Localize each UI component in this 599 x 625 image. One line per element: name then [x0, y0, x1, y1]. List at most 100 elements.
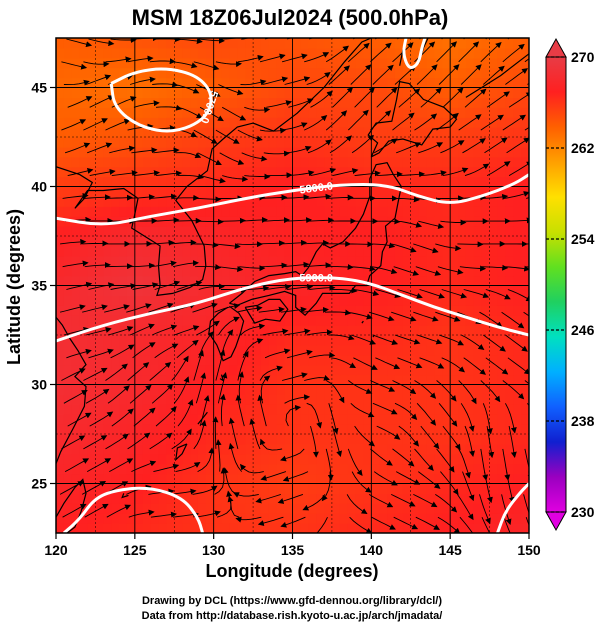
field-cell	[79, 226, 89, 237]
field-cell	[213, 483, 223, 494]
field-cell	[371, 394, 380, 405]
colorbar-tick-label: 230	[571, 504, 595, 520]
wind-arrow	[283, 261, 310, 268]
field-cell	[442, 483, 451, 494]
field-cell	[521, 315, 529, 326]
field-cell	[182, 47, 191, 59]
wind-arrow	[260, 375, 271, 404]
field-cell	[292, 127, 301, 138]
field-cell	[221, 315, 231, 326]
field-cell	[402, 137, 412, 148]
field-cell	[79, 186, 89, 197]
field-cell	[71, 265, 81, 277]
field-cell	[95, 216, 104, 227]
field-cell	[331, 255, 341, 267]
wind-arrow	[396, 220, 423, 228]
wind-arrow	[155, 170, 183, 177]
field-cell	[174, 315, 183, 326]
field-cell	[174, 236, 183, 247]
field-cell	[126, 38, 136, 49]
field-cell	[276, 196, 286, 207]
field-cell	[134, 196, 144, 207]
field-cell	[347, 255, 357, 267]
field-cell	[166, 77, 175, 89]
field-cell	[134, 38, 144, 49]
coastline	[121, 493, 129, 499]
wind-arrow	[391, 493, 416, 507]
field-cell	[521, 285, 529, 296]
field-cell	[308, 404, 317, 415]
field-cell	[150, 443, 160, 455]
wind-arrow	[436, 41, 458, 63]
field-cell	[229, 107, 238, 118]
field-cell	[347, 265, 357, 277]
field-cell	[363, 404, 372, 415]
field-cell	[142, 57, 152, 69]
field-cell	[292, 275, 301, 287]
field-cell	[465, 127, 475, 138]
field-cell	[56, 265, 65, 277]
field-cell	[245, 117, 254, 128]
field-cell	[387, 354, 396, 366]
field-cell	[387, 503, 396, 514]
wind-arrow	[177, 399, 194, 427]
field-cell	[174, 47, 183, 59]
wind-arrow	[263, 217, 290, 224]
field-cell	[221, 483, 231, 494]
field-cell	[126, 77, 136, 89]
wind-arrow	[502, 448, 511, 481]
field-cell	[79, 424, 89, 435]
field-cell	[71, 354, 81, 366]
field-cell	[316, 245, 325, 257]
field-cell	[229, 473, 238, 485]
field-cell	[134, 364, 144, 376]
field-cell	[450, 295, 459, 306]
field-cell	[339, 156, 349, 168]
field-cell	[331, 265, 341, 277]
field-cell	[292, 335, 301, 346]
field-cell	[465, 503, 475, 514]
field-cell	[402, 374, 412, 386]
field-cell	[473, 344, 483, 356]
field-cell	[418, 265, 428, 277]
field-cell	[473, 206, 483, 217]
field-cell	[87, 47, 97, 59]
field-cell	[300, 186, 309, 197]
field-cell	[260, 483, 270, 494]
field-cell	[465, 374, 475, 386]
field-cell	[402, 315, 412, 326]
field-cell	[347, 424, 357, 435]
field-cell	[473, 38, 483, 49]
field-cell	[308, 483, 317, 494]
field-cell	[442, 127, 451, 138]
field-cell	[316, 295, 325, 306]
field-cell	[63, 67, 73, 79]
field-cell	[79, 127, 89, 138]
field-cell	[458, 463, 467, 475]
wind-arrow	[88, 348, 114, 359]
field-cell	[111, 443, 120, 455]
field-cell	[379, 245, 388, 257]
field-cell	[79, 463, 89, 475]
field-cell	[276, 97, 286, 108]
field-cell	[339, 305, 349, 316]
field-cell	[316, 67, 325, 79]
field-cell	[190, 67, 199, 79]
wind-arrow	[414, 448, 434, 471]
field-cell	[426, 424, 435, 435]
field-cell	[331, 335, 341, 346]
field-cell	[158, 255, 167, 267]
field-cell	[268, 186, 278, 197]
field-cell	[95, 285, 104, 296]
field-cell	[379, 443, 388, 455]
field-cell	[268, 97, 278, 108]
field-cell	[434, 87, 443, 98]
field-cell	[505, 38, 514, 49]
field-cell	[473, 503, 483, 514]
field-cell	[166, 186, 175, 197]
field-cell	[418, 354, 428, 366]
field-cell	[489, 523, 499, 533]
field-cell	[363, 117, 372, 128]
wind-arrow	[214, 243, 241, 250]
temperature-field	[56, 38, 529, 533]
